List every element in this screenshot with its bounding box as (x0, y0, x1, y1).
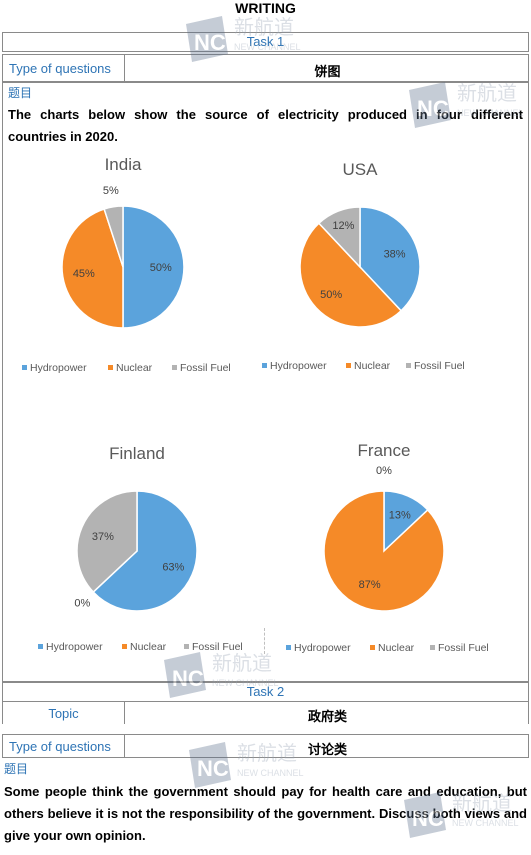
data-label: 50% (150, 262, 172, 274)
task1-topic-mark: 题目 (8, 86, 33, 100)
task2-topic-row: Topic 政府类 (2, 702, 529, 724)
data-label: 63% (162, 562, 184, 574)
task1-body (2, 82, 529, 682)
chart-title: Finland (109, 444, 165, 463)
watermark-brand-en: NEW CHANNEL (237, 768, 304, 778)
legend-swatch (184, 644, 189, 649)
legend-swatch (108, 365, 113, 370)
data-label: 5% (103, 185, 119, 197)
task2-type-row: Type of questions 讨论类 (2, 734, 529, 758)
data-label: 38% (384, 248, 406, 260)
legend-swatch (172, 365, 177, 370)
charts-panel: India 50% 45% 5% Hydropower Nuclear Fossil Fue… (22, 155, 489, 654)
legend-entry: Nuclear (354, 360, 391, 372)
legend-entry: Fossil Fuel (180, 362, 231, 374)
legend-swatch (122, 644, 127, 649)
task2-label: Task 2 (246, 684, 285, 699)
legend-entry: Hydropower (46, 641, 103, 653)
task2-header: Task 2 (2, 682, 529, 702)
legend-swatch (346, 363, 351, 368)
legend-entry: Fossil Fuel (438, 642, 489, 654)
data-label: 13% (389, 510, 411, 522)
page-title: WRITING (235, 0, 296, 16)
pie-slice (359, 206, 421, 312)
legend-swatch (262, 363, 267, 368)
pie-slice (323, 490, 445, 612)
task2-type-label: Type of questions (9, 739, 111, 754)
legend-entry: Nuclear (378, 642, 415, 654)
pie-slice (61, 208, 124, 329)
task1-type-value: 饼图 (314, 64, 341, 79)
legend-entry: Hydropower (270, 360, 327, 372)
chart-title: France (358, 441, 411, 460)
task1-header: Task 1 (2, 32, 529, 52)
task2-question: Some people think the government should … (4, 784, 527, 843)
legend-entry: Hydropower (30, 362, 87, 374)
pie-slice (103, 205, 124, 268)
data-label: 87% (359, 579, 381, 591)
legend-entry: Hydropower (294, 642, 351, 654)
data-label: 0% (74, 597, 90, 609)
pie-slice (317, 206, 361, 269)
watermark-logo-text: NC (197, 756, 229, 781)
data-label: 37% (92, 531, 114, 543)
chart-title: USA (343, 160, 379, 179)
legend-entry: Nuclear (116, 362, 153, 374)
pie-slice (299, 222, 403, 328)
legend-entry: Fossil Fuel (192, 641, 243, 653)
legend-swatch (370, 645, 375, 650)
pie-slice (92, 490, 198, 612)
task1-type-row: Type of questions 饼图 (2, 54, 529, 82)
legend-swatch (38, 644, 43, 649)
legend-swatch (286, 645, 291, 650)
pie-slice (76, 490, 138, 594)
chart-title: India (105, 155, 142, 174)
data-label: 50% (320, 289, 342, 301)
legend-swatch (22, 365, 27, 370)
task2-topic-label: Topic (48, 706, 79, 721)
data-label: 0% (376, 465, 392, 477)
data-label: 45% (73, 268, 95, 280)
task2-topic-value: 政府类 (307, 709, 347, 724)
legend-swatch (406, 363, 411, 368)
pie-slice (122, 205, 185, 329)
task1-type-label: Type of questions (9, 61, 111, 76)
legend-entry: Nuclear (130, 641, 167, 653)
task2-topic-mark: 题目 (4, 762, 29, 776)
task1-question: The charts below show the source of elec… (8, 107, 523, 144)
legend-entry: Fossil Fuel (414, 360, 465, 372)
task1-label: Task 1 (246, 34, 285, 49)
legend-swatch (430, 645, 435, 650)
data-label: 12% (332, 220, 354, 232)
task2-type-value: 讨论类 (307, 742, 347, 757)
